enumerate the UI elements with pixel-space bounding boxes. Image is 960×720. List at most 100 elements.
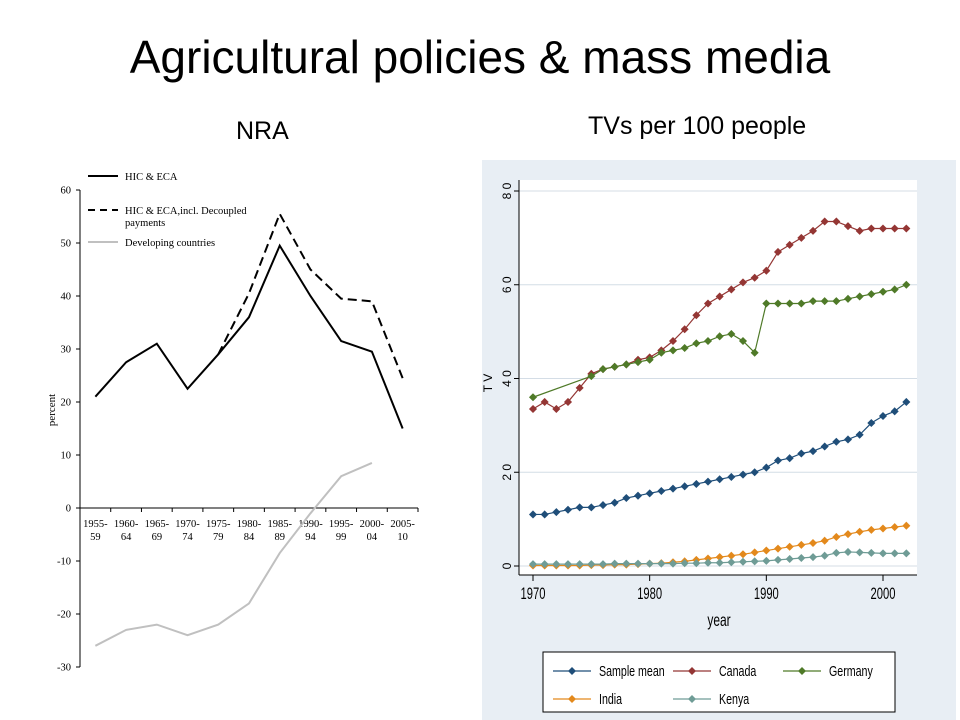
nra-x-tick-label-line2: 79: [213, 532, 224, 543]
tv-series-marker-0: [797, 449, 806, 458]
slide-title: Agricultural policies & mass media: [129, 31, 831, 83]
tv-series-marker-0: [867, 419, 876, 428]
tv-series-marker-4: [808, 553, 818, 562]
tv-series-marker-3: [750, 548, 759, 557]
tv-series-marker-0: [552, 508, 561, 517]
tv-series-marker-4: [727, 558, 736, 567]
tv-legend-label: Kenya: [719, 690, 750, 707]
tv-series-marker-2: [657, 348, 666, 357]
tv-series-marker-1: [878, 224, 888, 233]
tv-series-marker-0: [703, 477, 713, 486]
tv-y-tick-label: 6 0: [500, 276, 514, 293]
tv-series-marker-3: [820, 536, 829, 545]
tv-series-marker-2: [622, 360, 631, 369]
tv-y-tick-label: 2 0: [500, 464, 514, 481]
tv-series-marker-2: [598, 365, 608, 374]
nra-y-tick-label: -30: [57, 663, 71, 674]
nra-x-tick-label-line1: 1965-: [145, 519, 170, 530]
tv-series-marker-4: [832, 548, 841, 557]
tv-series-marker-4: [890, 549, 899, 558]
tv-legend-label: Canada: [719, 662, 757, 679]
tv-series-marker-2: [528, 393, 538, 402]
nra-legend-label: HIC & ECA,incl. Decoupled: [125, 206, 247, 217]
nra-x-tick-label-line1: 1995-: [329, 519, 354, 530]
tv-series-marker-4: [633, 559, 643, 568]
nra-y-tick-label: 60: [61, 186, 72, 197]
tv-series-marker-2: [715, 332, 724, 341]
tv-series-marker-4: [902, 549, 911, 558]
tv-plot-area: [519, 180, 917, 575]
nra-x-tick-label-line1: 1990-: [298, 519, 323, 530]
tv-series-marker-3: [773, 544, 783, 553]
nra-x-tick-label-line1: 1980-: [237, 519, 262, 530]
tv-series-marker-1: [750, 273, 759, 282]
tv-series-marker-2: [773, 299, 783, 308]
tv-series-marker-0: [902, 397, 911, 406]
tv-series-marker-0: [820, 442, 829, 451]
nra-subtitle: NRA: [236, 117, 289, 145]
tv-series-marker-2: [902, 280, 911, 289]
tv-series-marker-1: [820, 217, 829, 226]
tv-legend-swatch-marker: [568, 667, 576, 675]
tv-series-marker-1: [528, 404, 538, 413]
tv-series-marker-0: [645, 489, 654, 498]
nra-legend-label: Developing countries: [125, 238, 215, 249]
tv-series-marker-0: [622, 494, 631, 503]
nra-y-tick-label: 50: [61, 239, 72, 250]
tv-series-marker-2: [633, 358, 643, 367]
tv-series-marker-2: [797, 299, 806, 308]
tv-series-marker-2: [610, 362, 619, 371]
nra-x-tick-label-line2: 59: [90, 532, 101, 543]
tv-series-marker-0: [528, 510, 538, 519]
tv-series-marker-0: [878, 411, 888, 421]
tv-series-marker-1: [575, 383, 584, 392]
tv-subtitle: TVs per 100 people: [588, 112, 807, 140]
tv-series-marker-4: [797, 554, 806, 563]
tv-legend-swatch-marker: [688, 695, 696, 703]
nra-x-tick-label-line1: 1960-: [114, 519, 139, 530]
tv-series-marker-1: [762, 266, 771, 275]
tv-y-axis-label: T V: [481, 374, 495, 392]
tv-series-marker-0: [773, 456, 783, 465]
tv-series-marker-3: [855, 527, 864, 536]
tv-series-marker-4: [610, 559, 619, 568]
tv-series-marker-4: [773, 555, 783, 564]
tv-series-marker-2: [890, 285, 899, 294]
tv-x-tick-label: 1990: [754, 585, 779, 604]
tv-series-marker-2: [855, 292, 864, 301]
tv-series-marker-1: [738, 278, 748, 287]
tv-series-marker-3: [890, 523, 899, 532]
tv-series-marker-2: [808, 297, 818, 306]
tv-series-marker-1: [902, 224, 911, 233]
tv-series-marker-1: [703, 299, 713, 308]
tv-series-marker-3: [832, 532, 841, 541]
nra-x-tick-label-line1: 1955-: [83, 519, 108, 530]
tv-series-marker-0: [715, 475, 724, 484]
tv-series-marker-1: [855, 226, 864, 235]
nra-x-tick-label-line1: 1970-: [175, 519, 200, 530]
tv-series-marker-4: [855, 548, 864, 557]
tv-series-marker-0: [762, 463, 771, 472]
tv-series-marker-2: [587, 372, 596, 381]
tv-x-axis-label: year: [707, 611, 730, 631]
tv-series-marker-4: [528, 560, 538, 569]
tv-series-marker-1: [867, 224, 876, 233]
nra-series-line-2: [94, 462, 373, 647]
tv-series-marker-4: [680, 559, 689, 568]
tv-series-marker-4: [575, 560, 584, 569]
tv-series-marker-2: [843, 294, 853, 303]
tv-series-marker-0: [587, 503, 596, 512]
tv-series-marker-4: [715, 558, 724, 567]
nra-x-tick-label-line2: 89: [274, 532, 285, 543]
tv-series-marker-2: [668, 346, 678, 355]
tv-series-marker-1: [540, 397, 549, 406]
tv-series-marker-2: [703, 336, 713, 346]
tv-y-tick-label: 0: [500, 562, 514, 569]
tv-x-tick-label: 1970: [521, 585, 546, 604]
tv-series-marker-4: [540, 560, 549, 569]
tv-series-marker-1: [552, 404, 561, 413]
tv-series-marker-3: [785, 542, 794, 551]
tv-x-tick-label: 2000: [871, 585, 896, 604]
tv-series-marker-1: [808, 226, 818, 235]
